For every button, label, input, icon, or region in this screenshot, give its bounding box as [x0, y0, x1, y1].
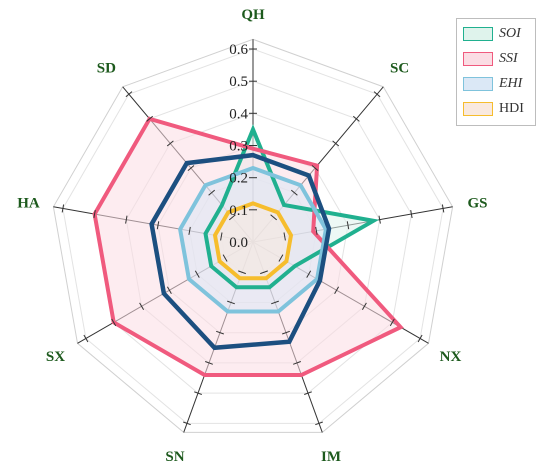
tick-im-2 — [271, 300, 279, 305]
grid-ring-6 — [62, 48, 444, 424]
category-label-gs: GS — [467, 195, 487, 211]
tick-gs-4 — [378, 215, 381, 224]
tick-sc-1 — [270, 214, 278, 221]
category-label-sc: SC — [390, 60, 409, 76]
legend: SOI SSI EHI HDI — [456, 18, 536, 126]
legend-label-hdi: HDI — [499, 101, 524, 116]
tick-im-5 — [304, 391, 312, 395]
tick-sd-2 — [208, 189, 216, 196]
tick-sd-3 — [187, 165, 195, 171]
tick-sn-3 — [216, 330, 224, 335]
tick-nx-2 — [306, 270, 312, 278]
category-label-sx: SX — [46, 349, 65, 365]
tick-sc-4 — [332, 140, 340, 147]
tick-sd-1 — [228, 214, 236, 221]
tick-nx-5 — [389, 318, 395, 327]
tick-sn-2 — [227, 300, 235, 305]
category-label-im: IM — [321, 449, 341, 465]
series-fill-3 — [215, 203, 291, 279]
category-label-nx: NX — [440, 349, 462, 365]
tick-im-1 — [260, 270, 268, 275]
tick-im-3 — [282, 330, 290, 335]
series-line-0 — [203, 124, 380, 290]
tick-nx-4 — [361, 302, 367, 311]
category-label-sn: SN — [165, 449, 184, 465]
legend-swatch-ehi — [463, 77, 493, 91]
category-label-sd: SD — [97, 60, 116, 76]
tick-sn-5 — [194, 391, 202, 395]
tick-ha-2 — [188, 226, 191, 235]
legend-swatch-hdi — [463, 102, 493, 116]
series-line-2 — [178, 165, 328, 314]
tick-sx-2 — [194, 270, 200, 278]
tick-sd-4 — [166, 140, 174, 147]
legend-label-ehi: EHI — [499, 76, 523, 91]
tick-sx-1 — [222, 254, 228, 262]
tick-gs-5 — [410, 210, 413, 219]
tick-label-2: 0.2 — [229, 171, 248, 187]
tick-sn-4 — [205, 361, 213, 365]
tick-sn-1 — [238, 270, 246, 275]
tick-sn-6 — [183, 421, 191, 426]
tick-gs-1 — [283, 232, 286, 241]
tick-nx-3 — [334, 286, 340, 294]
tick-sd-5 — [146, 115, 154, 122]
series-line-4 — [149, 152, 332, 351]
tick-ha-5 — [93, 210, 96, 219]
category-label-qh: QH — [241, 7, 265, 23]
series-line-3 — [212, 201, 294, 281]
tick-sc-5 — [352, 115, 360, 122]
tick-sc-6 — [373, 91, 381, 98]
tick-label-3: 0.3 — [229, 139, 248, 155]
tick-gs-3 — [346, 221, 350, 230]
tick-gs-2 — [315, 226, 318, 235]
tick-ha-4 — [125, 215, 128, 224]
legend-label-soi: SOI — [499, 26, 521, 41]
category-label-ha: HA — [17, 195, 40, 211]
tick-ha-6 — [61, 204, 65, 213]
tick-sx-3 — [166, 286, 172, 294]
tick-label-0: 0.0 — [229, 235, 248, 251]
tick-sd-6 — [125, 91, 133, 98]
outer-frame — [52, 38, 454, 433]
tick-label-1: 0.1 — [229, 203, 248, 219]
tick-label-5: 0.5 — [229, 74, 248, 90]
tick-sx-6 — [83, 334, 89, 343]
tick-sc-3 — [311, 165, 319, 171]
tick-im-6 — [315, 421, 323, 426]
tick-ha-3 — [156, 221, 160, 230]
tick-label-4: 0.4 — [229, 106, 248, 122]
tick-label-6: 0.6 — [229, 42, 248, 58]
tick-nx-1 — [278, 254, 284, 262]
tick-im-4 — [293, 361, 301, 365]
tick-sx-4 — [139, 302, 145, 311]
tick-sx-5 — [111, 318, 117, 327]
tick-nx-6 — [417, 334, 423, 343]
legend-swatch-ssi — [463, 52, 493, 66]
legend-swatch-soi — [463, 27, 493, 41]
tick-ha-1 — [220, 232, 223, 241]
legend-label-ssi: SSI — [499, 51, 518, 66]
tick-gs-6 — [441, 204, 445, 213]
tick-sc-2 — [290, 189, 298, 196]
